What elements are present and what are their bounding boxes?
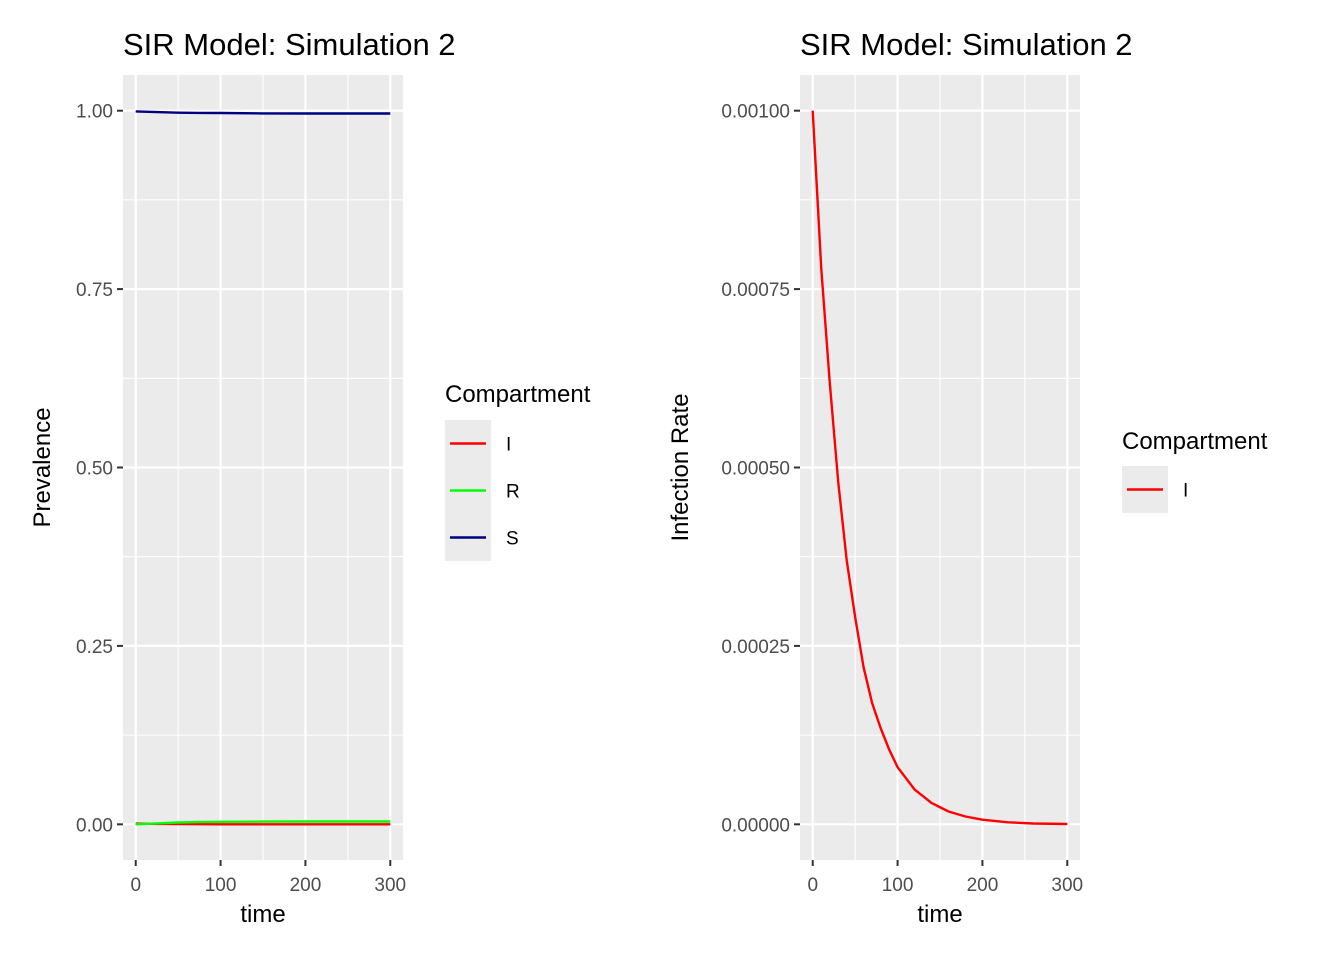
y-tick-label: 0.25 <box>76 637 113 658</box>
x-axis-label: time <box>917 901 962 928</box>
y-tick-label: 0.00000 <box>721 815 790 836</box>
y-tick-label: 0.00025 <box>721 637 790 658</box>
chart-right: SIR Model: Simulation 2 0 100 200 300 0.00000… <box>667 27 1268 928</box>
chart-title: SIR Model: Simulation 2 <box>800 27 1133 62</box>
legend-label-R: R <box>506 482 520 503</box>
y-tick-label: 0.00050 <box>721 459 790 480</box>
x-tick-label: 0 <box>807 875 818 896</box>
y-tick-label: 0.00 <box>76 815 113 836</box>
y-tick-label: 0.00075 <box>721 280 790 301</box>
legend-label-I: I <box>1183 481 1188 502</box>
chart-title: SIR Model: Simulation 2 <box>123 27 456 62</box>
legend-label-S: S <box>506 529 519 550</box>
x-tick-label: 200 <box>290 875 322 896</box>
x-tick-label: 200 <box>967 875 999 896</box>
y-axis-label: Prevalence <box>29 407 56 527</box>
y-tick-label: 1.00 <box>76 102 113 123</box>
x-tick-label: 100 <box>882 875 914 896</box>
x-tick-label: 100 <box>205 875 237 896</box>
series-line-I <box>811 110 1068 826</box>
legend-title: Compartment <box>1122 428 1268 455</box>
series-line-R <box>135 820 391 826</box>
x-tick-label: 0 <box>130 875 141 896</box>
legend-title: Compartment <box>445 381 591 408</box>
y-tick-label: 0.00100 <box>721 102 790 123</box>
y-axis-label: Infection Rate <box>667 393 694 541</box>
y-tick-label: 0.75 <box>76 280 113 301</box>
series-line-S <box>135 110 391 115</box>
x-axis-label: time <box>240 901 285 928</box>
x-tick-label: 300 <box>374 875 406 896</box>
y-tick-label: 0.50 <box>76 459 113 480</box>
legend-label-I: I <box>506 435 511 456</box>
x-tick-label: 300 <box>1051 875 1083 896</box>
chart-left: SIR Model: Simulation 2 0 100 200 300 0.00 0.2… <box>29 27 591 928</box>
